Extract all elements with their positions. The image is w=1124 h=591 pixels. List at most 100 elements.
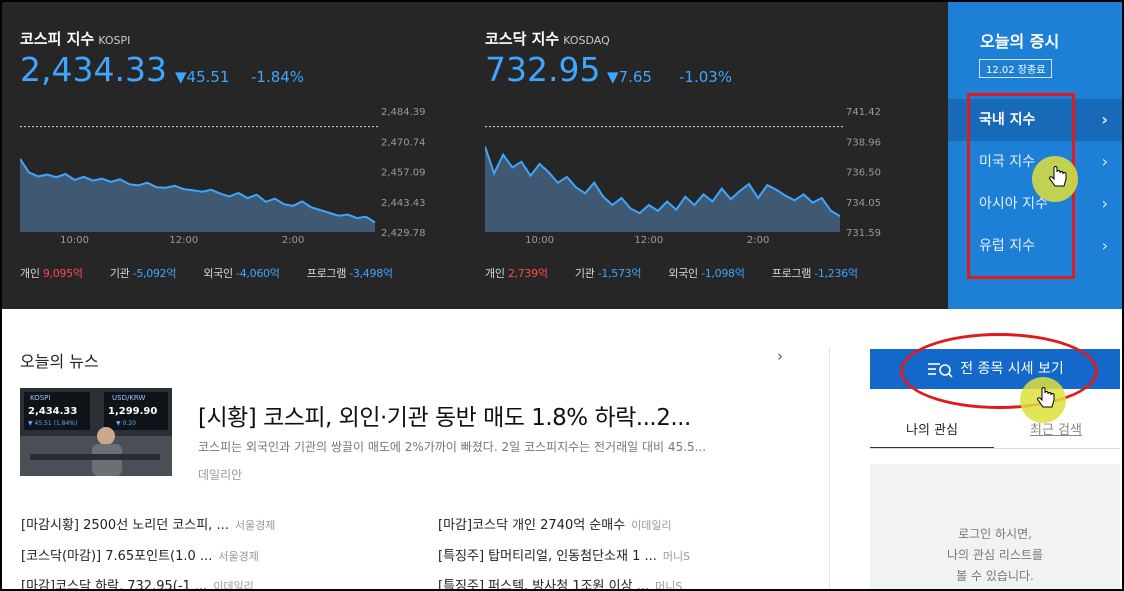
kosdaq-x-tick-label: 2:00	[747, 235, 769, 246]
thumb-kospi-value: 2,434.33	[28, 406, 77, 417]
news-item-title: [특징주] 퍼스텍, 방사청 1조원 이상 ...	[438, 579, 650, 591]
kosdaq-flow-institution: 기관 -1,573억	[574, 267, 642, 280]
kosdaq-y-tick-label: 736.50	[846, 168, 881, 179]
market-closed-badge: 12.02 장종료	[979, 59, 1053, 78]
thumb-usdkrw-label: USD/KRW	[112, 394, 145, 402]
news-item-source: 머니S	[655, 580, 683, 591]
tab-recent-search[interactable]: 최근 검색	[1030, 423, 1082, 438]
news-item-title: [마감]코스닥 하락, 732.95(-1 ...	[21, 579, 208, 591]
kospi-series-line	[20, 158, 376, 224]
kospi-change: ▼45.51	[175, 68, 230, 86]
panel-title: 오늘의 증시	[980, 32, 1060, 51]
kosdaq-x-tick-label: 10:00	[525, 235, 554, 246]
news-item[interactable]: [특징주] 퍼스텍, 방사청 1조원 이상 ... 머니S	[438, 575, 683, 591]
kospi-flow-institution: 기관 -5,092억	[109, 267, 177, 280]
news-item-title: [코스닥(마감)] 7.65포인트(1.0 ...	[21, 549, 213, 564]
kospi-flow-individual: 개인 9,095억	[20, 267, 83, 280]
kospi-x-tick-label: 2:00	[282, 235, 304, 246]
news-item-title: [마감]코스닥 개인 2740억 순매수	[438, 518, 626, 533]
news-item-source: 이데일리	[631, 519, 672, 532]
chevron-right-icon: ›	[1101, 152, 1108, 171]
kosdaq-investor-flows: 개인 2,739억 기관 -1,573억 외국인 -1,098억 프로그램 -1…	[485, 265, 882, 281]
news-item-title: [마감시황] 2500선 노리던 코스피, ...	[21, 518, 229, 533]
kospi-x-tick-label: 10:00	[60, 235, 89, 246]
kospi-x-tick-label: 12:00	[169, 235, 198, 246]
news-more-chevron-icon[interactable]: ›	[777, 347, 783, 365]
kosdaq-y-tick-label: 738.96	[846, 137, 881, 148]
news-item[interactable]: [마감]코스닥 하락, 732.95(-1 ... 이데일리	[21, 575, 254, 591]
today-market-panel: 오늘의 증시 12.02 장종료 국내 지수 › 미국 지수 › 아시아 지수 …	[948, 2, 1122, 309]
kosdaq-change-pct: -1.03%	[679, 68, 733, 86]
kospi-code: KOSPI	[98, 34, 131, 47]
kospi-flow-program: 프로그램 -3,498억	[306, 267, 393, 280]
news-item[interactable]: [마감]코스닥 개인 2740억 순매수 이데일리	[438, 514, 672, 533]
hand-cursor-icon	[1049, 166, 1067, 187]
menu-us-label: 미국 지수	[979, 154, 1035, 170]
kosdaq-y-tick-label: 741.42	[846, 107, 881, 118]
login-prompt-line: 로그인 하시면,	[958, 527, 1032, 541]
menu-asia-label: 아시아 지수	[979, 196, 1048, 212]
menu-us-index[interactable]: 미국 지수 ›	[948, 141, 1122, 183]
top-news-summary[interactable]: 코스피는 외국인과 기관의 쌍끌이 매도에 2%가까이 빠졌다. 2일 코스피지…	[198, 440, 707, 454]
menu-domestic-index[interactable]: 국내 지수 ›	[948, 99, 1122, 141]
news-item[interactable]: [마감시황] 2500선 노리던 코스피, ... 서울경제	[21, 514, 275, 533]
news-item-source: 이데일리	[213, 580, 254, 591]
tab-underline	[870, 448, 1120, 449]
kospi-y-tick-label: 2,484.39	[381, 107, 426, 118]
kosdaq-value: 732.95	[485, 50, 601, 89]
chevron-right-icon: ›	[1101, 110, 1108, 129]
kosdaq-intraday-chart: 741.42 738.96 736.50 734.05 731.59 10:00 12:00…	[485, 107, 881, 246]
thumb-usdkrw-value: 1,299.90	[108, 406, 157, 417]
login-prompt-line: 나의 관심 리스트를	[947, 548, 1043, 562]
news-thumbnail[interactable]: KOSPI 2,434.33 ▼ 45.51 (1.84%) USD/KRW 1…	[20, 388, 172, 476]
kospi-flow-foreign: 외국인 -4,060억	[203, 267, 280, 280]
tab-my-interest[interactable]: 나의 관심	[870, 419, 994, 449]
kospi-y-tick-label: 2,443.43	[381, 198, 426, 209]
kospi-title: 코스피 지수 KOSPI	[20, 28, 130, 49]
highlight-ellipse	[900, 333, 1098, 409]
login-prompt-line: 볼 수 있습니다.	[956, 569, 1034, 583]
kosdaq-y-tick-label: 731.59	[846, 228, 881, 239]
top-news-headline[interactable]: [시황] 코스피, 외인·기관 동반 매도 1.8% 하락...2...	[198, 405, 691, 431]
kosdaq-flow-foreign: 외국인 -1,098억	[668, 267, 745, 280]
column-divider	[829, 347, 830, 589]
news-item-source: 서울경제	[234, 519, 276, 532]
kospi-change-pct: -1.84%	[251, 68, 305, 86]
news-item[interactable]: [특징주] 탑머티리얼, 인동첨단소재 1 ... 머니S	[438, 545, 690, 564]
kospi-value: 2,434.33	[20, 50, 167, 89]
top-news-source: 데일리안	[198, 468, 243, 482]
menu-domestic-label: 국내 지수	[979, 112, 1036, 128]
kospi-investor-flows: 개인 9,095억 기관 -5,092억 외국인 -4,060억 프로그램 -3…	[20, 265, 417, 281]
kospi-y-tick-label: 2,429.78	[381, 228, 426, 239]
thumb-kospi-change: ▼ 45.51 (1.84%)	[28, 420, 77, 427]
market-index-band: 코스피 지수 KOSPI 2,434.33 ▼45.51 -1.84% 2,484…	[2, 2, 948, 309]
kosdaq-title: 코스닥 지수 KOSDAQ	[485, 28, 610, 49]
kosdaq-x-tick-label: 12:00	[634, 235, 663, 246]
kospi-intraday-chart: 2,484.39 2,470.74 2,457.09 2,443.43 2,429.78…	[20, 107, 426, 246]
kosdaq-area-fill	[485, 146, 840, 232]
news-item-source: 서울경제	[218, 550, 259, 563]
kospi-area-fill	[20, 158, 375, 232]
kosdaq-code: KOSDAQ	[563, 34, 610, 47]
login-prompt-box: 로그인 하시면, 나의 관심 리스트를 볼 수 있습니다.	[870, 464, 1120, 589]
menu-europe-index[interactable]: 유럽 지수 ›	[948, 225, 1122, 267]
kosdaq-flow-program: 프로그램 -1,236억	[771, 267, 858, 280]
news-thumbnail-image: KOSPI 2,434.33 ▼ 45.51 (1.84%) USD/KRW 1…	[20, 388, 172, 476]
kosdaq-change: ▼7.65	[607, 68, 652, 86]
news-item-title: [특징주] 탑머티리얼, 인동첨단소재 1 ...	[438, 549, 657, 564]
hand-cursor-icon	[1037, 387, 1055, 408]
news-item[interactable]: [코스닥(마감)] 7.65포인트(1.0 ... 서울경제	[21, 545, 259, 564]
chevron-right-icon: ›	[1101, 236, 1108, 255]
kospi-name: 코스피 지수	[20, 30, 95, 48]
kospi-y-tick-label: 2,457.09	[381, 168, 426, 179]
menu-europe-label: 유럽 지수	[979, 238, 1035, 254]
thumb-usdkrw-change: ▼ 0.20	[116, 420, 136, 427]
kosdaq-name: 코스닥 지수	[485, 30, 560, 48]
kospi-index-card[interactable]: 코스피 지수 KOSPI 2,434.33 ▼45.51 -1.84% 2,484…	[20, 2, 440, 309]
kosdaq-y-tick-label: 734.05	[846, 198, 881, 209]
today-news-title: 오늘의 뉴스	[20, 352, 99, 371]
menu-asia-index[interactable]: 아시아 지수 ›	[948, 183, 1122, 225]
kosdaq-index-card[interactable]: 코스닥 지수 KOSDAQ 732.95 ▼7.65 -1.03% 741.42 7…	[485, 2, 905, 309]
kosdaq-series-line	[485, 146, 841, 217]
